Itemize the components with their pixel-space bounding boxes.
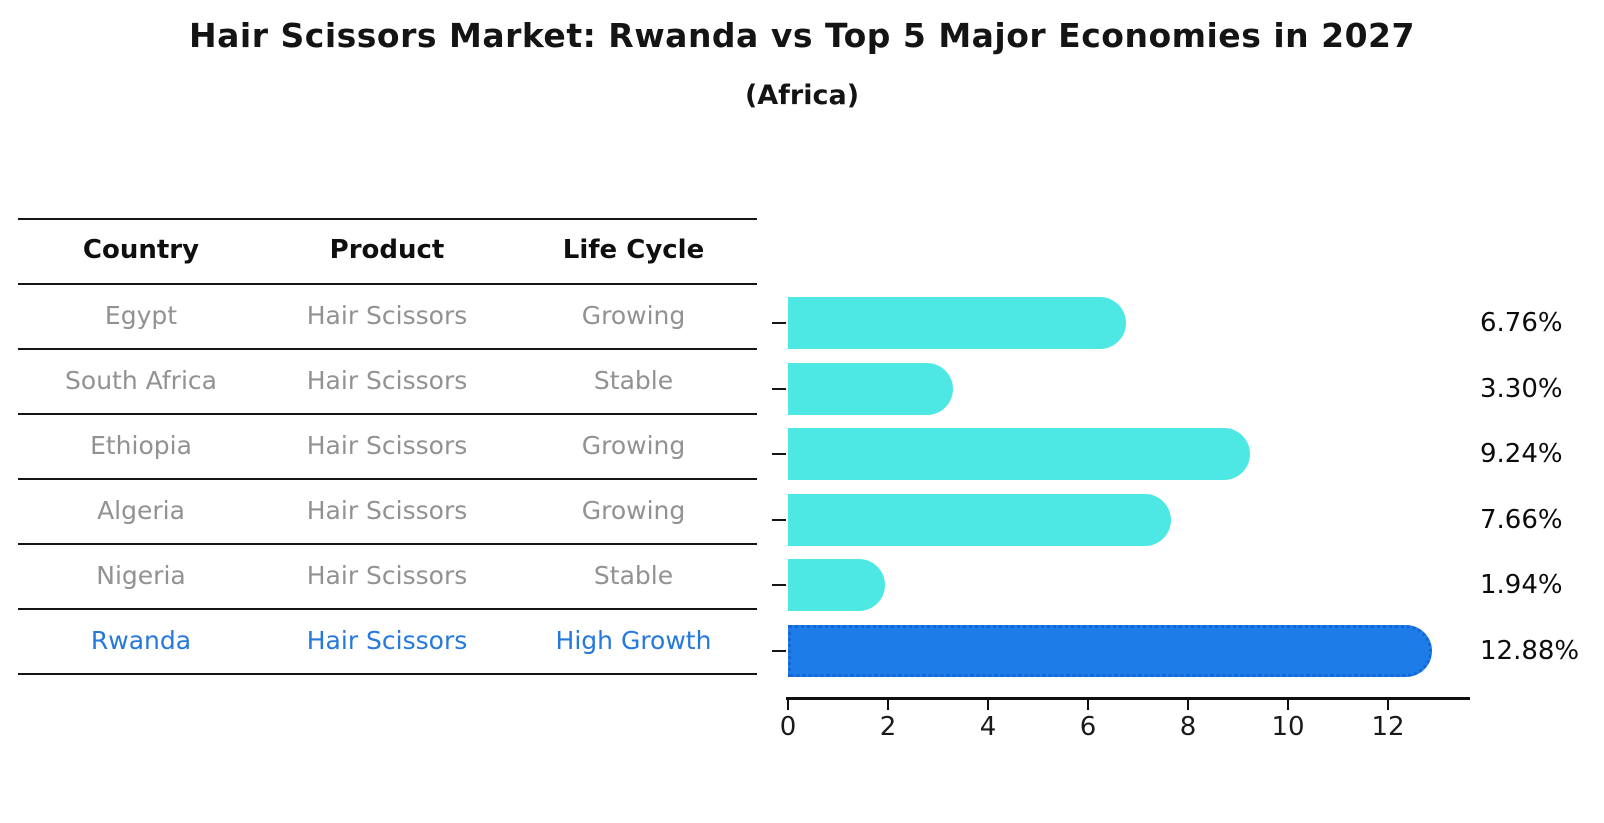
x-axis-tick	[987, 700, 989, 710]
bar-egypt	[788, 297, 1126, 349]
chart-subtitle: (Africa)	[744, 80, 860, 111]
x-axis-tick-label: 12	[1371, 712, 1405, 742]
x-axis-tick	[1387, 700, 1389, 710]
table-divider	[18, 283, 757, 285]
y-axis-tick	[772, 650, 786, 652]
cell-lifecycle-egypt: Growing	[581, 301, 686, 330]
table-header-life-cycle: Life Cycle	[562, 235, 705, 265]
bar-rwanda	[788, 625, 1432, 677]
cell-product-algeria: Hair Scissors	[306, 496, 468, 525]
page-title: Hair Scissors Market: Rwanda vs Top 5 Ma…	[189, 16, 1415, 55]
cell-country-algeria: Algeria	[97, 496, 185, 525]
x-axis-tick-label: 0	[779, 712, 797, 742]
x-axis-tick-label: 6	[1079, 712, 1097, 742]
y-axis-tick	[772, 518, 786, 521]
cell-country-south-africa: South Africa	[65, 366, 217, 395]
cell-product-south-africa: Hair Scissors	[306, 366, 468, 395]
cell-country-nigeria: Nigeria	[96, 561, 186, 590]
table-header-country: Country	[82, 235, 200, 265]
cell-country-rwanda: Rwanda	[90, 626, 192, 655]
y-axis-tick	[772, 584, 786, 587]
cell-lifecycle-algeria: Growing	[581, 496, 686, 525]
table-header-product: Product	[329, 235, 445, 265]
cell-product-ethiopia: Hair Scissors	[306, 431, 468, 460]
x-axis-tick-label: 10	[1271, 712, 1305, 742]
bar-south-africa	[788, 362, 953, 415]
cell-lifecycle-ethiopia: Growing	[581, 431, 686, 460]
x-axis-tick	[787, 700, 789, 710]
cell-country-egypt: Egypt	[104, 301, 178, 330]
table-divider	[18, 673, 757, 675]
value-label-nigeria: 1.94%	[1480, 570, 1563, 601]
cell-product-rwanda: Hair Scissors	[306, 626, 468, 655]
table-divider	[18, 608, 757, 610]
table-divider	[18, 543, 757, 545]
cell-product-egypt: Hair Scissors	[306, 301, 468, 330]
table-divider	[18, 413, 757, 415]
bar-ethiopia	[788, 428, 1250, 481]
y-axis-tick	[772, 322, 786, 324]
x-axis-tick	[1287, 700, 1289, 710]
table-divider	[18, 218, 757, 220]
cell-lifecycle-south-africa: Stable	[593, 366, 674, 395]
y-axis-tick	[772, 453, 786, 456]
cell-product-nigeria: Hair Scissors	[306, 561, 468, 590]
table-divider	[18, 348, 757, 350]
x-axis-tick-label: 8	[1179, 712, 1197, 742]
y-axis-tick	[772, 387, 786, 390]
x-axis-tick	[1087, 700, 1089, 710]
x-axis-tick-label: 2	[879, 712, 897, 742]
bar-algeria	[788, 493, 1171, 546]
cell-country-ethiopia: Ethiopia	[90, 431, 192, 460]
value-label-rwanda: 12.88%	[1480, 636, 1580, 666]
x-axis-tick-label: 4	[979, 712, 997, 742]
cell-lifecycle-rwanda: High Growth	[555, 626, 712, 655]
value-label-egypt: 6.76%	[1480, 308, 1563, 338]
bar-nigeria	[788, 559, 885, 612]
cell-lifecycle-nigeria: Stable	[593, 561, 674, 590]
x-axis-tick	[887, 700, 889, 710]
value-label-algeria: 7.66%	[1480, 504, 1563, 535]
value-label-ethiopia: 9.24%	[1480, 439, 1563, 470]
table-divider	[18, 478, 757, 480]
x-axis-line	[786, 697, 1470, 700]
x-axis-tick	[1187, 700, 1189, 710]
comparison-table: Country Product Life Cycle Egypt Hair Sc…	[18, 218, 757, 675]
value-label-south-africa: 3.30%	[1480, 373, 1563, 404]
